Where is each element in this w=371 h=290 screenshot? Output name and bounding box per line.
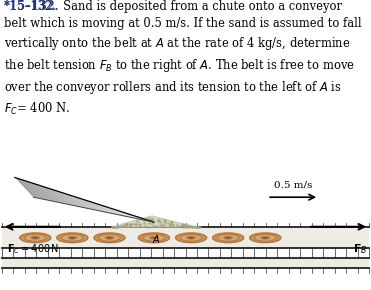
Polygon shape <box>75 197 90 209</box>
Circle shape <box>34 237 37 238</box>
Circle shape <box>255 234 276 241</box>
Circle shape <box>105 236 114 239</box>
Circle shape <box>224 236 233 239</box>
Polygon shape <box>52 189 70 205</box>
Polygon shape <box>89 201 102 211</box>
Text: $\mathbf{F}_B$: $\mathbf{F}_B$ <box>353 242 367 256</box>
Polygon shape <box>61 192 78 206</box>
Circle shape <box>213 233 244 243</box>
Polygon shape <box>126 213 134 218</box>
Circle shape <box>31 236 40 239</box>
Circle shape <box>108 237 111 238</box>
Polygon shape <box>24 180 45 200</box>
Circle shape <box>190 237 193 238</box>
Polygon shape <box>56 191 73 206</box>
Circle shape <box>187 236 196 239</box>
Circle shape <box>68 236 77 239</box>
Polygon shape <box>38 185 58 202</box>
Polygon shape <box>2 227 369 248</box>
Polygon shape <box>98 204 110 213</box>
Polygon shape <box>70 195 86 208</box>
Circle shape <box>150 236 158 239</box>
Polygon shape <box>145 219 150 221</box>
Circle shape <box>180 234 202 241</box>
Circle shape <box>264 237 267 238</box>
Polygon shape <box>108 207 118 215</box>
Circle shape <box>143 234 165 241</box>
Circle shape <box>217 234 239 241</box>
Polygon shape <box>111 216 200 227</box>
Text: *15–132.: *15–132. <box>4 0 59 13</box>
Circle shape <box>20 233 51 243</box>
Circle shape <box>24 234 46 241</box>
Circle shape <box>138 233 170 243</box>
Polygon shape <box>47 188 66 204</box>
Polygon shape <box>131 215 138 219</box>
Polygon shape <box>103 206 114 214</box>
Polygon shape <box>135 216 142 220</box>
Circle shape <box>261 236 270 239</box>
Polygon shape <box>112 209 122 215</box>
Circle shape <box>57 233 88 243</box>
Text: $\mathbf{F}_C = 400\,\mathrm{N}$: $\mathbf{F}_C = 400\,\mathrm{N}$ <box>7 242 59 256</box>
Circle shape <box>71 237 74 238</box>
Circle shape <box>94 233 125 243</box>
Circle shape <box>227 237 230 238</box>
Polygon shape <box>33 184 53 201</box>
Text: $A$: $A$ <box>152 233 160 245</box>
Polygon shape <box>15 177 37 198</box>
Circle shape <box>152 237 155 238</box>
Polygon shape <box>140 218 146 220</box>
Circle shape <box>99 234 120 241</box>
Polygon shape <box>122 212 130 217</box>
Polygon shape <box>117 210 126 216</box>
Polygon shape <box>2 258 369 268</box>
Polygon shape <box>29 182 49 200</box>
Polygon shape <box>20 179 42 199</box>
Text: *15–132.  Sand is deposited from a chute onto a conveyor
belt which is moving at: *15–132. Sand is deposited from a chute … <box>4 0 361 117</box>
Polygon shape <box>85 200 98 211</box>
Circle shape <box>62 234 83 241</box>
Polygon shape <box>149 221 154 222</box>
Circle shape <box>250 233 281 243</box>
Polygon shape <box>80 198 93 210</box>
Polygon shape <box>93 203 106 212</box>
Text: 0.5 m/s: 0.5 m/s <box>274 180 312 189</box>
Polygon shape <box>66 194 82 207</box>
Polygon shape <box>43 186 62 203</box>
Circle shape <box>175 233 207 243</box>
